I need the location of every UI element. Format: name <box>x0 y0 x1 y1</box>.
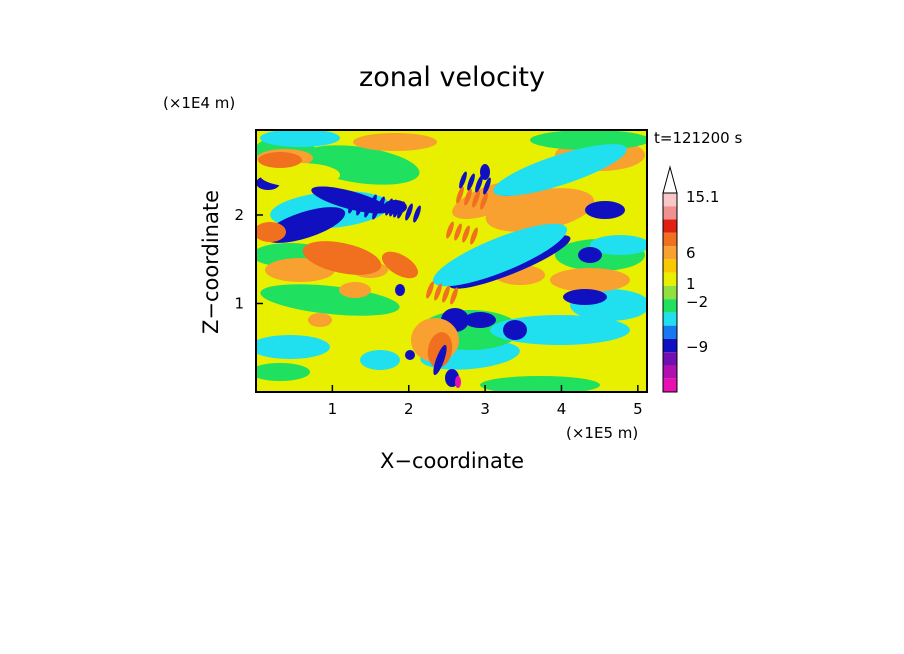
x-tick-label: 1 <box>328 400 338 418</box>
colorbar-tick-label: −9 <box>686 338 708 356</box>
contour-region <box>302 241 382 275</box>
y-tick-label: 2 <box>234 206 244 224</box>
colorbar-segment <box>663 259 677 273</box>
colorbar-segment <box>663 193 677 207</box>
zonal-velocity-field <box>256 130 647 392</box>
x-axis: 1 2 3 4 5 <box>328 385 643 418</box>
colorbar-segment <box>663 365 677 379</box>
contour-region <box>578 247 602 263</box>
x-tick-label: 3 <box>480 400 490 418</box>
contour-region <box>433 344 447 376</box>
time-label: t=121200 s <box>654 129 742 147</box>
contour-streak <box>405 203 413 221</box>
contour-streak <box>348 196 356 214</box>
contour-region <box>256 335 330 359</box>
chart-title: zonal velocity <box>359 62 545 93</box>
contour-region <box>550 268 630 292</box>
contour-streak <box>470 227 478 245</box>
colorbar-segment <box>663 285 677 300</box>
x-scale-note: (×1E5 m) <box>566 424 638 442</box>
contour-region <box>405 350 415 360</box>
colorbar-tick-label: 1 <box>686 275 696 293</box>
contour-region <box>427 332 453 368</box>
colorbar-segment <box>663 352 677 366</box>
x-tick-label: 5 <box>633 400 643 418</box>
contour-region <box>260 130 340 147</box>
contour-region <box>480 376 600 392</box>
contour-streak <box>456 186 464 204</box>
colorbar-tick-label: −2 <box>686 293 708 311</box>
colorbar: 15.1 6 1−2 −9 <box>662 165 719 393</box>
contour-region <box>308 313 332 327</box>
contour-streak <box>377 196 385 214</box>
colorbar-tick-label: 6 <box>686 244 696 262</box>
plot-area <box>256 130 647 392</box>
contour-streak <box>475 175 483 193</box>
contour-streak <box>450 287 458 305</box>
contour-streak <box>483 177 491 195</box>
contour-region <box>503 320 527 340</box>
plot-frame <box>255 129 648 393</box>
contour-region <box>432 223 568 287</box>
contour-streak <box>480 192 488 210</box>
contour-streak <box>369 194 377 212</box>
contour-streak <box>464 188 472 206</box>
colorbar-extend-arrow <box>662 165 678 194</box>
contour-region <box>395 284 405 296</box>
contour-region <box>339 282 371 298</box>
colorbar-tick-label: 15.1 <box>686 188 719 206</box>
contour-streak <box>459 171 467 189</box>
x-tick-label: 2 <box>404 400 414 418</box>
contour-region <box>585 201 625 219</box>
contour-streak <box>356 198 364 216</box>
contour-streak <box>454 223 462 241</box>
y-axis-label: Z−coordinate <box>199 190 223 334</box>
contour-streak <box>434 283 442 301</box>
contour-region <box>260 163 340 187</box>
contour-region <box>563 289 607 305</box>
contour-streak <box>426 281 434 299</box>
colorbar-segment <box>663 272 677 286</box>
contour-region <box>258 152 302 168</box>
colorbar-segment <box>663 299 677 313</box>
contour-streak <box>442 285 450 303</box>
colorbar-segment <box>663 325 677 339</box>
contour-region <box>464 312 496 328</box>
colorbar-segment <box>663 206 677 220</box>
colorbar-segment <box>663 219 677 233</box>
y-axis: 12 <box>234 206 263 312</box>
contour-streak <box>472 190 480 208</box>
contour-streak <box>389 199 397 217</box>
contour-streak <box>393 200 401 218</box>
contour-streak <box>413 205 421 223</box>
contour-region <box>381 251 419 279</box>
contour-region <box>360 350 400 370</box>
y-tick-label: 1 <box>234 294 244 312</box>
x-axis-label: X−coordinate <box>380 449 524 473</box>
contour-region <box>256 363 310 381</box>
colorbar-segment <box>663 312 677 326</box>
colorbar-segment <box>663 338 677 353</box>
contour-streak <box>462 225 470 243</box>
colorbar-segment <box>663 232 677 247</box>
x-tick-label: 4 <box>557 400 567 418</box>
contour-region <box>353 133 437 151</box>
contour-region <box>455 376 461 388</box>
contour-streak <box>446 221 454 239</box>
contour-region <box>490 315 630 345</box>
colorbar-segment <box>663 246 677 260</box>
contour-streak <box>385 198 393 216</box>
contour-region <box>590 235 647 255</box>
contour-region <box>493 144 627 196</box>
contour-region <box>256 222 286 242</box>
colorbar-segment <box>663 378 677 392</box>
y-scale-note: (×1E4 m) <box>163 94 235 112</box>
contour-streak <box>467 173 475 191</box>
contour-streak <box>397 201 405 219</box>
colorbar-frame <box>662 192 678 393</box>
